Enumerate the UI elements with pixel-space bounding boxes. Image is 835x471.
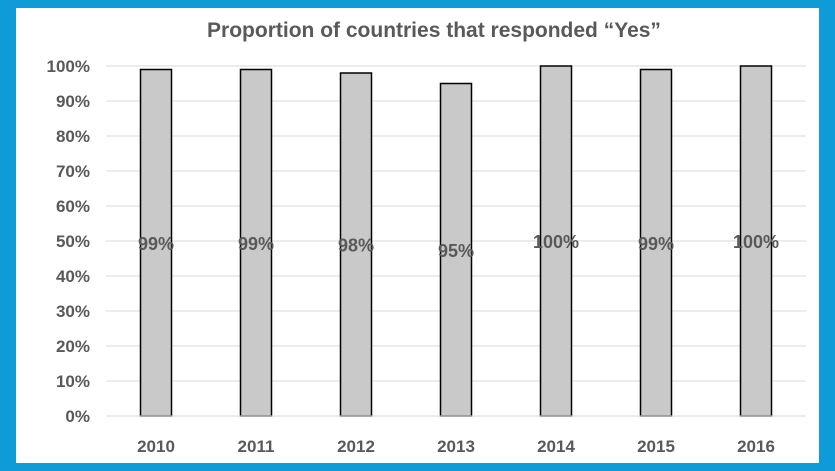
data-label: 99% xyxy=(238,234,274,254)
x-tick-label: 2016 xyxy=(737,437,775,456)
y-tick-label: 90% xyxy=(56,92,90,111)
data-labels: 99% 99% 98% 95% 100% 99% 100% xyxy=(138,232,779,261)
x-tick-label: 2012 xyxy=(337,437,375,456)
bars xyxy=(139,65,773,417)
data-label: 99% xyxy=(138,234,174,254)
data-label: 98% xyxy=(338,236,374,256)
bar-chart: Proportion of countries that responded “… xyxy=(47,19,806,456)
y-tick-label: 30% xyxy=(56,302,90,321)
bar xyxy=(339,72,373,417)
bar xyxy=(539,65,573,417)
bar xyxy=(639,68,673,417)
y-axis: 0% 10% 20% 30% 40% 50% 60% 70% 80% 90% 100% xyxy=(47,57,90,426)
y-tick-label: 100% xyxy=(47,57,90,76)
x-tick-label: 2011 xyxy=(238,437,275,456)
x-tick-label: 2013 xyxy=(437,437,475,456)
y-tick-label: 80% xyxy=(56,127,90,146)
bar xyxy=(139,68,173,417)
chart-title: Proportion of countries that responded “… xyxy=(207,19,661,42)
y-tick-label: 50% xyxy=(56,232,90,251)
y-tick-label: 60% xyxy=(56,197,90,216)
x-tick-label: 2010 xyxy=(137,437,175,456)
y-tick-label: 20% xyxy=(56,337,90,356)
bar xyxy=(439,82,473,417)
data-label: 100% xyxy=(533,232,579,252)
data-label: 95% xyxy=(438,241,474,261)
data-label: 100% xyxy=(733,232,779,252)
y-tick-label: 0% xyxy=(65,407,90,426)
x-tick-label: 2015 xyxy=(637,437,675,456)
chart-frame: Proportion of countries that responded “… xyxy=(16,8,819,463)
data-label: 99% xyxy=(638,234,674,254)
x-axis: 2010 2011 2012 2013 2014 2015 2016 xyxy=(106,415,806,456)
x-tick-label: 2014 xyxy=(537,437,575,456)
y-tick-label: 70% xyxy=(56,162,90,181)
y-tick-label: 40% xyxy=(56,267,90,286)
bar xyxy=(739,65,773,417)
y-tick-label: 10% xyxy=(56,372,90,391)
bar xyxy=(239,68,273,417)
